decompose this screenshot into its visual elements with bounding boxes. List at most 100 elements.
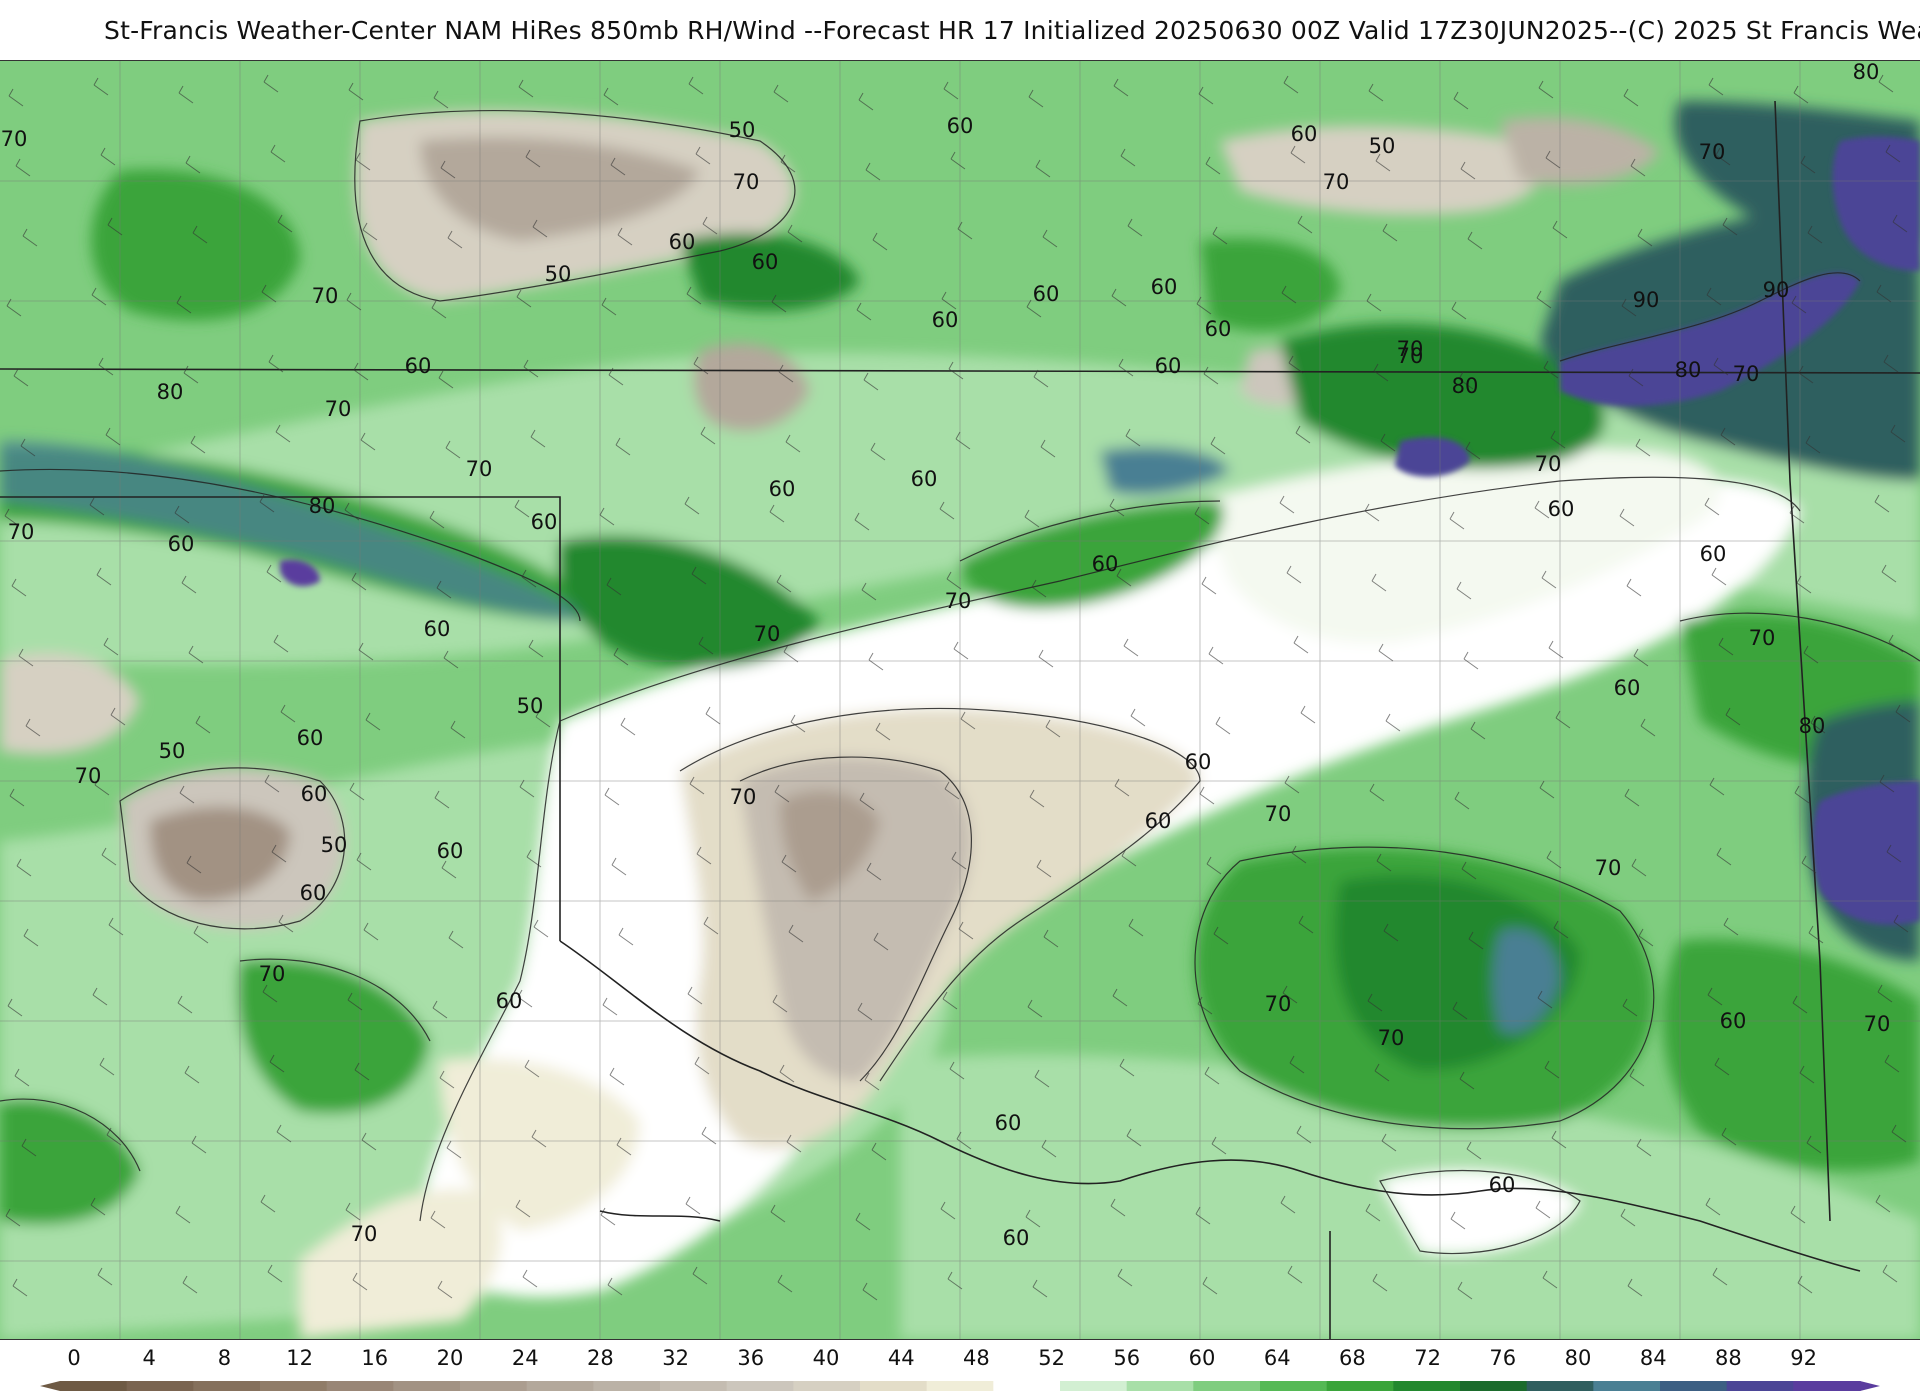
- wind-barb: [1195, 1206, 1211, 1225]
- wind-barb: [786, 1134, 802, 1153]
- wind-barb: [610, 157, 626, 176]
- wind-barb: [1452, 1001, 1468, 1020]
- wind-barb: [1126, 1128, 1142, 1147]
- wind-barb: [1031, 579, 1047, 598]
- wind-barb: [949, 1061, 965, 1080]
- colorbar-ticks: 0 4 8 12 16 20 24 28 32 36 40 44 48 52 56 60 64 68 72 76 80 8…: [67, 1346, 1817, 1370]
- wind-barb: [1808, 925, 1824, 944]
- colorbar-swatch: [1460, 1381, 1528, 1391]
- colorbar-tick-label: 16: [361, 1346, 388, 1370]
- wind-barb: [523, 359, 539, 378]
- colorbar-swatch: [593, 1381, 661, 1391]
- colorbar-tick-label: 4: [143, 1346, 156, 1370]
- wind-barb: [950, 151, 966, 170]
- wind-barb: [1890, 424, 1906, 443]
- contour-label: 70: [1749, 626, 1776, 650]
- wind-barb: [270, 144, 286, 163]
- wind-barb: [1373, 363, 1389, 382]
- wind-barb: [349, 782, 365, 801]
- wind-barb: [1621, 298, 1637, 317]
- contour-label: 60: [405, 354, 432, 378]
- contour-label: 50: [545, 262, 572, 286]
- wind-barb: [14, 1068, 30, 1087]
- wind-barb: [1028, 89, 1044, 108]
- wind-barb: [1875, 1194, 1891, 1213]
- colorbar-tick-label: 72: [1414, 1346, 1441, 1370]
- wind-barb: [1374, 1063, 1390, 1082]
- contour-label: 60: [300, 881, 327, 905]
- wind-barb: [185, 155, 201, 174]
- wind-barb: [1799, 1065, 1815, 1084]
- contour-label: 60: [424, 617, 451, 641]
- wind-barb: [1045, 719, 1061, 738]
- wind-barb: [863, 372, 879, 391]
- wind-barb: [1722, 217, 1738, 236]
- wind-barb: [1118, 358, 1134, 377]
- wind-barb: [355, 152, 371, 171]
- wind-barb: [346, 292, 362, 311]
- colorbar-swatch: [1193, 1381, 1261, 1391]
- contour-label: 50: [729, 118, 756, 142]
- wind-barb: [5, 1208, 21, 1227]
- wind-barb: [1720, 427, 1736, 446]
- wind-barb: [446, 1140, 462, 1159]
- wind-barb: [521, 569, 537, 588]
- colorbar-tick-label: 84: [1640, 1346, 1667, 1370]
- wind-barb: [525, 149, 541, 168]
- wind-barb: [431, 300, 447, 319]
- wind-barb: [1033, 369, 1049, 388]
- wind-barb: [1215, 716, 1231, 735]
- wind-barb: [1546, 850, 1562, 869]
- contour-label: 90: [1633, 288, 1660, 312]
- colorbar-swatch: [526, 1381, 594, 1391]
- wind-barb: [1538, 80, 1554, 99]
- wind-barb: [532, 219, 548, 238]
- wind-barb: [91, 287, 107, 306]
- wind-barb: [275, 424, 291, 443]
- wind-barb: [192, 225, 208, 244]
- wind-barb: [90, 1197, 106, 1216]
- contour-label: 80: [1853, 61, 1880, 84]
- wind-barb: [1040, 439, 1056, 458]
- colorbar-tick-label: 48: [963, 1346, 990, 1370]
- wind-barb: [182, 1275, 198, 1294]
- wind-barb: [16, 858, 32, 877]
- wind-barb: [1716, 847, 1732, 866]
- wind-barb: [865, 162, 881, 181]
- wind-barb: [599, 507, 615, 526]
- wind-barb: [363, 922, 379, 941]
- wind-barb: [689, 776, 705, 795]
- wind-barb: [1794, 785, 1810, 804]
- wind-barb: [1204, 1066, 1220, 1085]
- wind-barb: [362, 222, 378, 241]
- wind-barb: [1371, 573, 1387, 592]
- wind-barb: [531, 1129, 547, 1148]
- wind-barb: [1196, 296, 1212, 315]
- colorbar-tick-label: 92: [1790, 1346, 1817, 1370]
- wind-barb: [1801, 855, 1817, 874]
- wind-barb: [277, 214, 293, 233]
- wind-barb: [1552, 220, 1568, 239]
- wind-barb: [1027, 999, 1043, 1018]
- wind-barb: [688, 76, 704, 95]
- wind-barb: [1043, 929, 1059, 948]
- wind-barb: [692, 1266, 708, 1285]
- colorbar-max-arrow: [1860, 1381, 1880, 1391]
- contour-label: 60: [301, 782, 328, 806]
- wind-barb: [1551, 1130, 1567, 1149]
- wind-barb: [613, 647, 629, 666]
- wind-barb: [263, 74, 279, 93]
- contour-label: 70: [1699, 140, 1726, 164]
- wind-barb: [110, 707, 126, 726]
- wind-barb: [1125, 428, 1141, 447]
- wind-barb: [601, 297, 617, 316]
- wind-barb: [1291, 845, 1307, 864]
- wind-barb: [15, 158, 31, 177]
- wind-barb: [1883, 354, 1899, 373]
- wind-barb: [348, 82, 364, 101]
- wind-barb: [1114, 778, 1130, 797]
- wind-barb: [1453, 91, 1469, 110]
- wind-barb: [943, 81, 959, 100]
